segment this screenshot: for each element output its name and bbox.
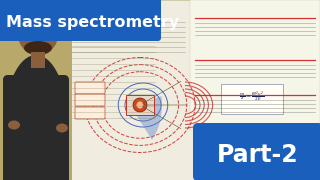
FancyBboxPatch shape	[75, 107, 105, 119]
FancyBboxPatch shape	[193, 123, 320, 180]
FancyBboxPatch shape	[75, 94, 105, 106]
Ellipse shape	[48, 86, 68, 130]
Ellipse shape	[56, 123, 68, 132]
Text: $\frac{m}{z} = \frac{M^2v^2}{2E}$: $\frac{m}{z} = \frac{M^2v^2}{2E}$	[239, 90, 265, 104]
Ellipse shape	[6, 81, 30, 129]
Circle shape	[137, 102, 143, 109]
FancyBboxPatch shape	[75, 82, 105, 94]
FancyBboxPatch shape	[0, 0, 161, 41]
Text: Part-2: Part-2	[217, 143, 299, 167]
Ellipse shape	[5, 55, 67, 180]
Bar	[31, 52, 45, 68]
Bar	[190, 0, 320, 130]
Circle shape	[133, 98, 147, 112]
FancyBboxPatch shape	[221, 84, 283, 114]
Circle shape	[18, 15, 58, 55]
Polygon shape	[130, 96, 162, 140]
FancyBboxPatch shape	[3, 75, 69, 180]
Ellipse shape	[18, 14, 58, 36]
Bar	[68, 0, 320, 180]
Bar	[126, 95, 154, 115]
Ellipse shape	[24, 41, 52, 55]
Text: Mass spectrometry: Mass spectrometry	[6, 15, 179, 30]
Ellipse shape	[8, 120, 20, 129]
Bar	[0, 0, 72, 180]
